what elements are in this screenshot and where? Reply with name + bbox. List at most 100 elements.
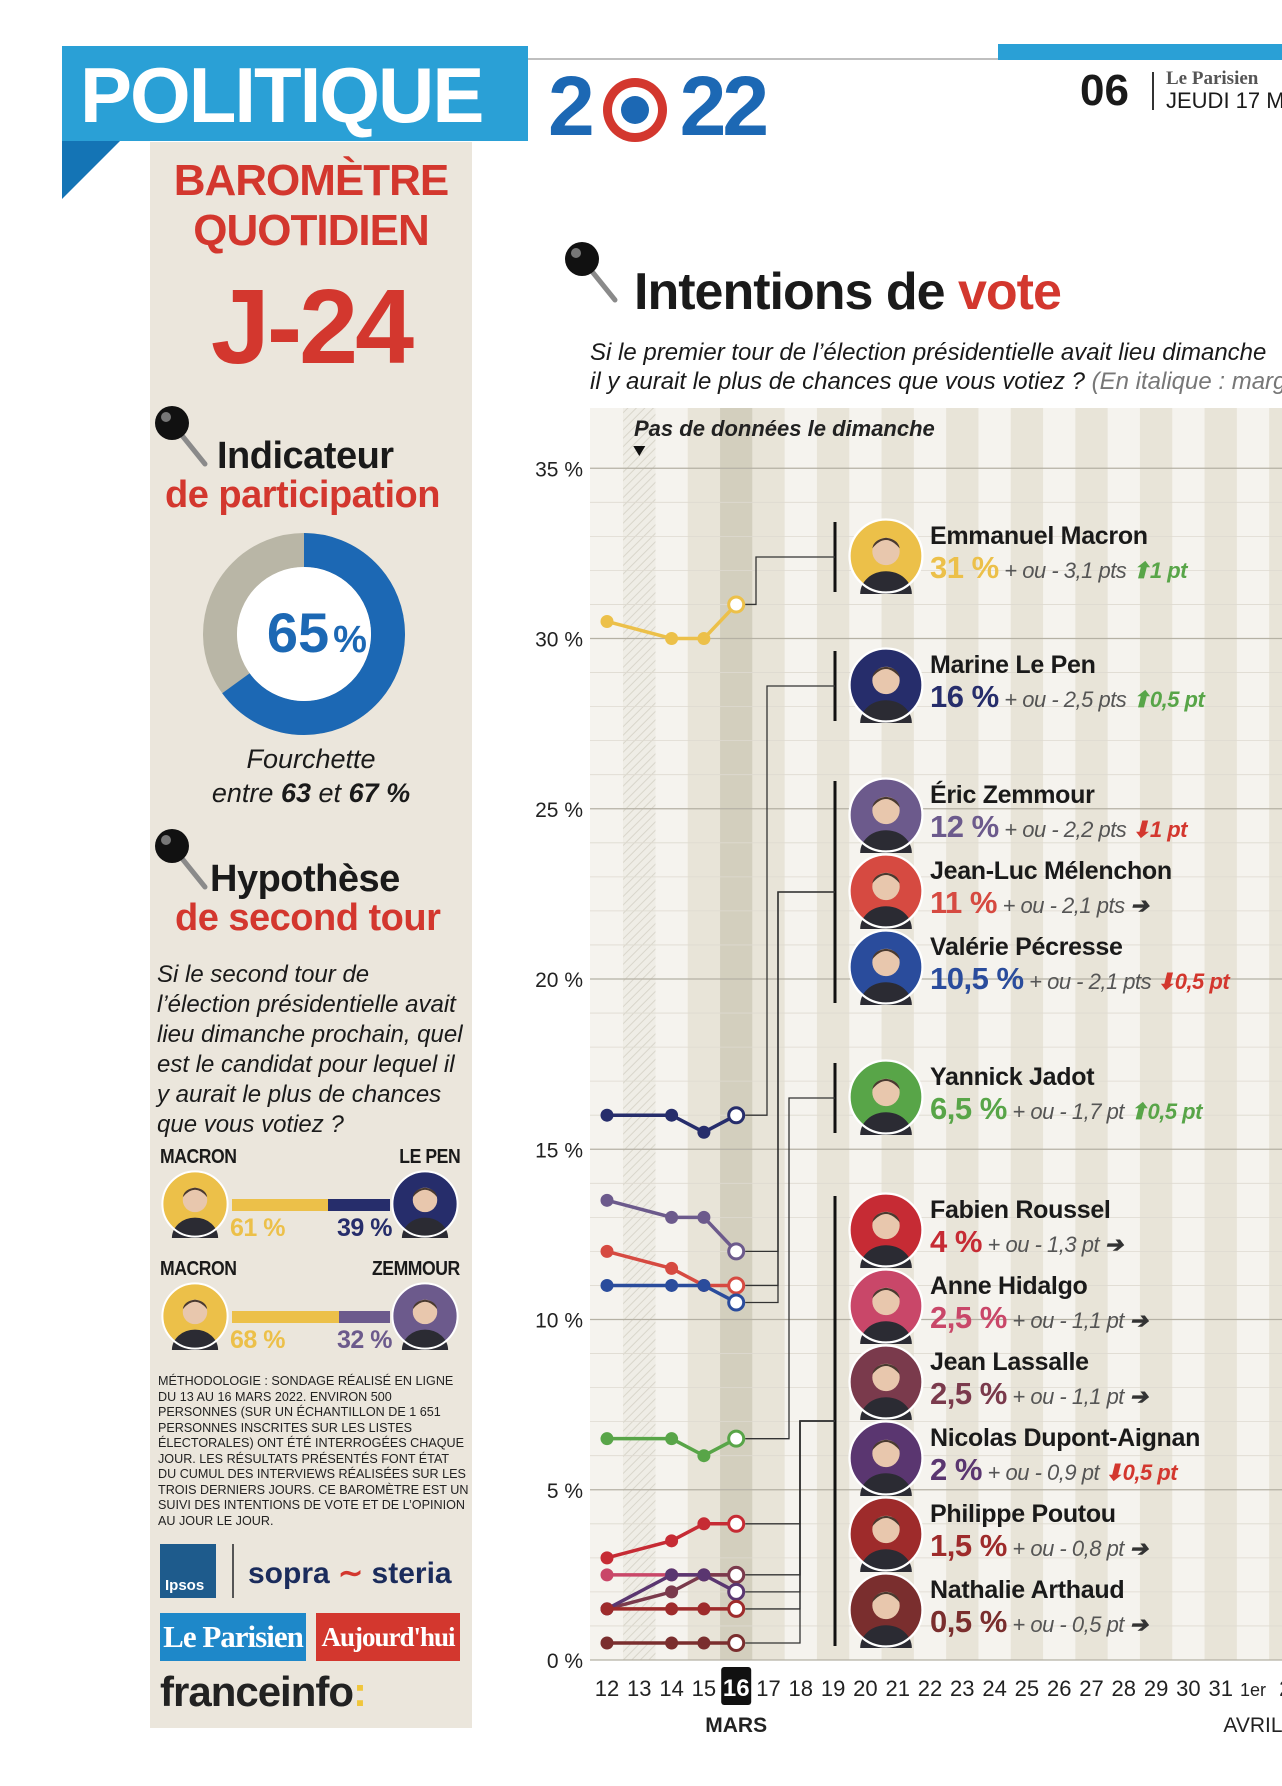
candidate-margin: + ou - 1,1 pt [1006,1308,1130,1333]
x-tick-label: 19 [821,1676,845,1701]
chart-title-main: Intentions de [634,263,958,321]
candidate-result: 2 % + ou - 0,9 pt ⬇0,5 pt [930,1452,1178,1488]
y-tick-label: 25 % [535,799,583,822]
candidate-name: Yannick Jadot [930,1063,1095,1091]
countdown: J-24 [210,268,414,386]
x-tick-label: 21 [885,1676,909,1701]
x-tick-label: 14 [659,1676,683,1701]
second-round-title: Hypothèse [210,858,400,900]
data-point [600,1602,614,1616]
candidate-photo [848,1059,924,1135]
data-point [697,1517,711,1531]
candidate-margin: + ou - 1,7 pt [1006,1099,1130,1124]
candidate-result: 6,5 % + ou - 1,7 pt ⬆0,5 pt [930,1091,1202,1127]
candidate-name: Emmanuel Macron [930,522,1148,550]
data-point [697,1449,711,1463]
series-line [606,1573,737,1611]
no-data-arrow-icon [633,446,646,456]
trend-up-icon: ⬆ [1129,1099,1148,1124]
data-point [665,1210,679,1224]
chart-question-note: (En italique : marge d [1091,368,1282,395]
day-band [1269,408,1282,1660]
data-point [665,1585,679,1599]
series-line [606,603,738,641]
candidate-photo [848,1572,924,1648]
year-digits: 22 [679,59,769,153]
x-tick-label: 20 [853,1676,877,1701]
data-point [600,1636,614,1650]
candidate-change: 0,5 pt [1147,1099,1202,1124]
duel-right-bar [328,1199,390,1211]
chart-title: Intentions de vote [634,262,1062,322]
series-line [606,1522,737,1560]
data-point [697,1278,711,1292]
candidate-change: 0,5 pt [1149,687,1205,712]
candidate-photo [848,929,924,1005]
x-tick-label: 27 [1079,1676,1103,1701]
candidate-margin: + ou - 0,9 pt [981,1460,1105,1485]
candidate-pct: 31 % [930,550,999,585]
series-line [607,1436,738,1458]
data-point [727,1633,746,1652]
day-band [1139,408,1173,1660]
candidate-photo [848,853,924,929]
candidate-margin: + ou - 2,1 pts [1023,969,1157,994]
data-point [727,1565,746,1584]
connector-line [745,891,835,1304]
participation-value: 65 [267,601,329,664]
duel-left-bar [232,1311,340,1323]
duel-left-bar [232,1199,329,1211]
top-accent-bar [998,44,1282,60]
candidate-photo [848,1496,924,1572]
candidate-pct: 1,5 % [930,1528,1007,1563]
trend-down-icon: ⬇ [1104,1460,1123,1485]
y-tick-label: 0 % [547,1650,583,1673]
section-banner [62,46,528,141]
data-point [600,1551,614,1565]
franceinfo-colon: : [353,1668,367,1715]
month-label: MARS [705,1714,767,1737]
day-band [946,408,979,1660]
data-point [697,1602,711,1616]
data-point [600,614,614,628]
duel-left-photo [161,1282,229,1350]
candidate-result: 31 % + ou - 3,1 pts ⬆1 pt [930,550,1187,586]
day-band [1010,408,1044,1660]
data-point [600,1244,614,1258]
data-point [727,1242,746,1261]
series-line [607,1283,738,1305]
trend-up-icon: ⬆ [1131,558,1150,583]
candidate-name: Jean Lassalle [930,1348,1089,1376]
data-point [665,1261,679,1275]
connector-line [745,685,835,1116]
data-point [600,1193,614,1207]
trend-flat-icon: ➔ [1129,1384,1148,1409]
participation-subtitle: de participation [165,474,440,516]
candidate-result: 1,5 % + ou - 0,8 pt ➔ [930,1528,1148,1564]
data-point [727,1276,746,1295]
x-tick-label: 1er [1240,1680,1266,1700]
data-point [697,1210,711,1224]
duel-right-photo [391,1170,459,1238]
candidate-photo [848,647,924,723]
day-band [1204,408,1237,1660]
day-band [816,408,850,1660]
x-tick-label: 13 [627,1676,651,1701]
trend-flat-icon: ➔ [1129,1536,1148,1561]
sidebar-panel [150,142,472,1728]
day-band [1075,408,1108,1660]
data-point [697,1568,711,1582]
x-tick-label: 28 [1112,1676,1136,1701]
candidate-margin: + ou - 1,3 pt [981,1232,1105,1257]
data-point [727,1429,746,1448]
data-point [697,1125,711,1139]
range-values: entre 63 et 67 % [150,776,472,810]
steria-text: steria [371,1557,452,1590]
x-tick-label: 31 [1208,1676,1232,1701]
data-point [665,1278,679,1292]
trend-flat-icon: ➔ [1129,1612,1148,1637]
x-tick-label: 18 [789,1676,813,1701]
participation-unit: % [333,619,367,661]
duel-right-bar [339,1311,390,1323]
second-round-question: Si le second tour de l’élection présiden… [157,961,463,1138]
